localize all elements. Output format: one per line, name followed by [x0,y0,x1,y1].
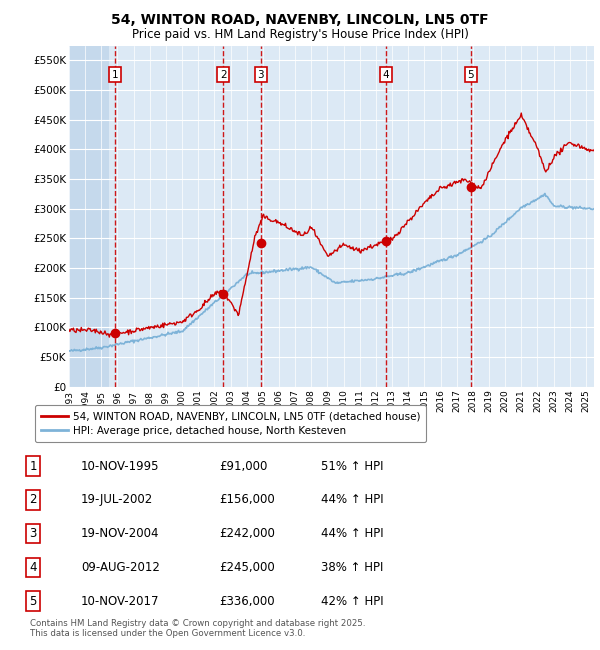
Text: £242,000: £242,000 [219,527,275,540]
Text: 10-NOV-2017: 10-NOV-2017 [81,595,160,608]
Bar [69,46,109,387]
Text: 1: 1 [29,460,37,473]
Text: 2: 2 [220,70,226,79]
Text: 09-AUG-2012: 09-AUG-2012 [81,561,160,574]
Text: £156,000: £156,000 [219,493,275,506]
Text: £336,000: £336,000 [219,595,275,608]
Text: 51% ↑ HPI: 51% ↑ HPI [321,460,383,473]
Text: 38% ↑ HPI: 38% ↑ HPI [321,561,383,574]
Text: 10-NOV-1995: 10-NOV-1995 [81,460,160,473]
Text: 3: 3 [257,70,264,79]
Text: 2: 2 [29,493,37,506]
Text: 19-NOV-2004: 19-NOV-2004 [81,527,160,540]
Text: Contains HM Land Registry data © Crown copyright and database right 2025.
This d: Contains HM Land Registry data © Crown c… [30,619,365,638]
Text: 4: 4 [382,70,389,79]
Text: 5: 5 [29,595,37,608]
Text: 4: 4 [29,561,37,574]
Text: 3: 3 [29,527,37,540]
Text: 19-JUL-2002: 19-JUL-2002 [81,493,153,506]
Text: 44% ↑ HPI: 44% ↑ HPI [321,493,383,506]
Text: £91,000: £91,000 [219,460,268,473]
Text: 54, WINTON ROAD, NAVENBY, LINCOLN, LN5 0TF: 54, WINTON ROAD, NAVENBY, LINCOLN, LN5 0… [111,13,489,27]
Text: £245,000: £245,000 [219,561,275,574]
Text: Price paid vs. HM Land Registry's House Price Index (HPI): Price paid vs. HM Land Registry's House … [131,28,469,41]
Text: 44% ↑ HPI: 44% ↑ HPI [321,527,383,540]
Text: 5: 5 [467,70,474,79]
Text: 1: 1 [112,70,119,79]
Legend: 54, WINTON ROAD, NAVENBY, LINCOLN, LN5 0TF (detached house), HPI: Average price,: 54, WINTON ROAD, NAVENBY, LINCOLN, LN5 0… [35,405,427,442]
Text: 42% ↑ HPI: 42% ↑ HPI [321,595,383,608]
